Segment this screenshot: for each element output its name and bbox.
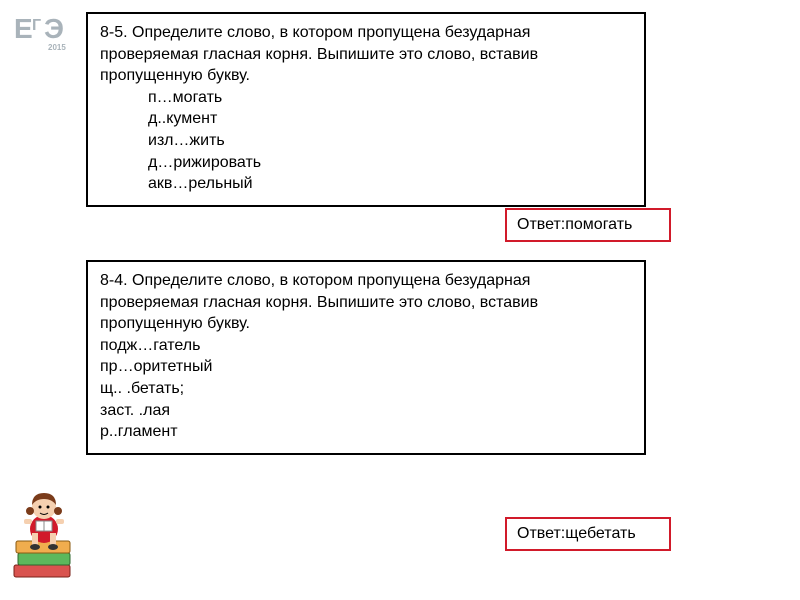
task2-option: подж…гатель [100,335,632,357]
answer-box-1: Ответ:помогать [505,208,671,242]
task1-option: изл…жить [100,130,632,152]
task2-option: р..гламент [100,421,632,443]
task2-option: заст. .лая [100,400,632,422]
girl-on-books-icon [10,471,82,586]
task1-option: акв…рельный [100,173,632,195]
svg-text:2015: 2015 [48,43,66,52]
task1-prompt-line3: пропущенную букву. [100,65,632,87]
answer2-text: Ответ:щебетать [517,525,636,542]
task2-prompt-line1: 8-4. Определите слово, в котором пропуще… [100,270,632,292]
svg-text:Г: Г [32,17,41,34]
task-box-1: 8-5. Определите слово, в котором пропуще… [86,12,646,207]
task-box-2: 8-4. Определите слово, в котором пропуще… [86,260,646,455]
ege-logo: Е Г Э 2015 [14,12,74,63]
svg-text:Е: Е [14,13,33,44]
task1-option: д..кумент [100,108,632,130]
svg-text:Э: Э [44,13,64,44]
task1-option: п…могать [100,87,632,109]
task1-prompt-line2: проверяемая гласная корня. Выпишите это … [100,44,632,66]
task2-prompt-line3: пропущенную букву. [100,313,632,335]
answer-box-2: Ответ:щебетать [505,517,671,551]
task2-prompt-line2: проверяемая гласная корня. Выпишите это … [100,292,632,314]
task2-option: пр…оритетный [100,356,632,378]
answer1-text: Ответ:помогать [517,216,632,233]
task1-prompt-line1: 8-5. Определите слово, в котором пропуще… [100,22,632,44]
task2-option: щ.. .бетать; [100,378,632,400]
task1-option: д…рижировать [100,152,632,174]
